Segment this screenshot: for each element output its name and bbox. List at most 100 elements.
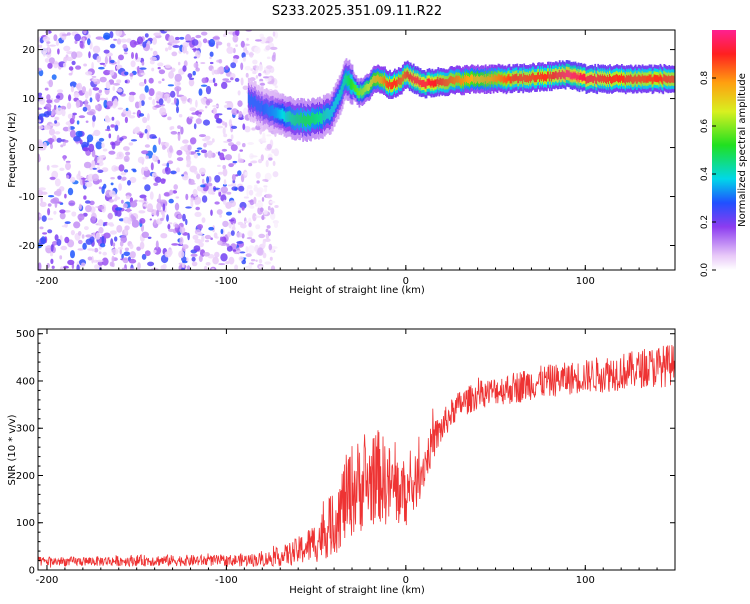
heatmap-cell bbox=[251, 96, 254, 108]
heatmap-cell bbox=[224, 65, 229, 70]
heatmap-cell bbox=[101, 257, 109, 266]
heatmap-cell bbox=[255, 259, 258, 262]
colorbar-ticks: 0.0 0.2 0.4 0.6 0.8 bbox=[700, 71, 716, 277]
heatmap-cell bbox=[149, 218, 152, 221]
heatmap-cell bbox=[383, 78, 385, 86]
heatmap-cell bbox=[165, 47, 169, 52]
heatmap-cell bbox=[148, 96, 152, 100]
heatmap-cell bbox=[84, 91, 89, 99]
heatmap-cell bbox=[197, 224, 203, 230]
heatmap-cell bbox=[147, 203, 153, 212]
heatmap-cell bbox=[118, 137, 124, 141]
heatmap-cell bbox=[54, 131, 61, 135]
heatmap-cell bbox=[149, 60, 155, 65]
heatmap-cell bbox=[219, 214, 223, 218]
heatmap-cell bbox=[121, 267, 127, 270]
heatmap-cell bbox=[248, 94, 251, 106]
heatmap-cell bbox=[627, 74, 630, 82]
heatmap-cell bbox=[199, 134, 206, 138]
heatmap-cell bbox=[99, 76, 107, 83]
heatmap-cell bbox=[657, 75, 660, 83]
heatmap-cell bbox=[266, 65, 273, 69]
heatmap-cell bbox=[259, 140, 267, 143]
heatmap-cell bbox=[330, 106, 333, 117]
heatmap-cell bbox=[92, 115, 96, 122]
heatmap-cell bbox=[129, 91, 136, 96]
heatmap-cell bbox=[59, 255, 63, 260]
heatmap-cell bbox=[155, 240, 159, 249]
heatmap-cell bbox=[130, 214, 134, 219]
heatmap-cell bbox=[552, 72, 555, 80]
heatmap-cell bbox=[561, 70, 564, 78]
heatmap-cell bbox=[373, 75, 376, 83]
heatmap-cell bbox=[505, 77, 508, 85]
heatmap-cell bbox=[76, 264, 80, 270]
heatmap-cell bbox=[464, 75, 466, 83]
heatmap-cell bbox=[337, 94, 340, 105]
heatmap-cell bbox=[343, 75, 346, 87]
heatmap-cell bbox=[70, 230, 75, 236]
heatmap-cell bbox=[247, 245, 256, 254]
heatmap-cell bbox=[114, 166, 120, 171]
heatmap-cell bbox=[667, 76, 670, 84]
heatmap-cell bbox=[617, 74, 619, 82]
heatmap-cell bbox=[232, 160, 238, 164]
heatmap-cell bbox=[521, 73, 524, 81]
heatmap-cell bbox=[178, 61, 181, 66]
heatmap-cell bbox=[50, 251, 53, 257]
heatmap-cell bbox=[203, 119, 210, 126]
heatmap-cell bbox=[605, 75, 607, 83]
heatmap-cell bbox=[246, 185, 253, 190]
heatmap-cell bbox=[147, 236, 152, 239]
heatmap-cell bbox=[98, 137, 105, 142]
heatmap-cell bbox=[664, 74, 667, 82]
heatmap-cell bbox=[583, 73, 586, 81]
heatmap-cell bbox=[38, 262, 42, 270]
heatmap-cell bbox=[263, 185, 268, 188]
heatmap-cell bbox=[530, 75, 532, 83]
heatmap-cell bbox=[246, 237, 253, 240]
heatmap-cell bbox=[254, 202, 258, 207]
heatmap-cell bbox=[185, 218, 188, 226]
heatmap-cell bbox=[61, 33, 69, 37]
heatmap-cell bbox=[472, 74, 474, 82]
heatmap-cell bbox=[77, 231, 82, 236]
heatmap-cell bbox=[335, 96, 338, 108]
heatmap-cell bbox=[126, 207, 131, 213]
heatmap-cell bbox=[266, 134, 272, 137]
heatmap-cell bbox=[138, 100, 142, 108]
heatmap-cell bbox=[542, 72, 544, 80]
heatmap-cell bbox=[209, 61, 214, 65]
heatmap-cell bbox=[124, 52, 128, 55]
heatmap-cell bbox=[47, 62, 53, 69]
heatmap-cell bbox=[200, 149, 208, 154]
heatmap-cell bbox=[85, 234, 93, 238]
heatmap-cell bbox=[366, 83, 369, 91]
heatmap-cell bbox=[141, 61, 145, 66]
heatmap-cell bbox=[376, 75, 378, 83]
heatmap-cell bbox=[266, 56, 271, 60]
heatmap-cell bbox=[433, 80, 436, 88]
heatmap-cell bbox=[424, 81, 427, 89]
heatmap-cell bbox=[338, 90, 341, 101]
heatmap-cell bbox=[490, 74, 493, 82]
heatmap-cell bbox=[138, 210, 144, 214]
heatmap-cell bbox=[353, 83, 356, 91]
heatmap-cell bbox=[59, 266, 64, 270]
heatmap-cell bbox=[224, 122, 228, 128]
heatmap-cell bbox=[132, 112, 136, 115]
heatmap-cell bbox=[265, 67, 271, 75]
heatmap-cell bbox=[582, 73, 585, 81]
heatmap-cell bbox=[73, 136, 81, 142]
heatmap-cell bbox=[499, 75, 502, 83]
heatmap-cell bbox=[258, 158, 263, 164]
heatmap-cell bbox=[234, 77, 240, 82]
heatmap-cell bbox=[171, 51, 178, 57]
heatmap-cell bbox=[362, 88, 365, 96]
heatmap-cell bbox=[238, 185, 245, 192]
heatmap-cell bbox=[512, 74, 515, 82]
heatmap-cell bbox=[79, 40, 84, 49]
heatmap-cell bbox=[449, 76, 452, 84]
heatmap-cell bbox=[235, 30, 240, 37]
heatmap-cell bbox=[198, 255, 203, 262]
